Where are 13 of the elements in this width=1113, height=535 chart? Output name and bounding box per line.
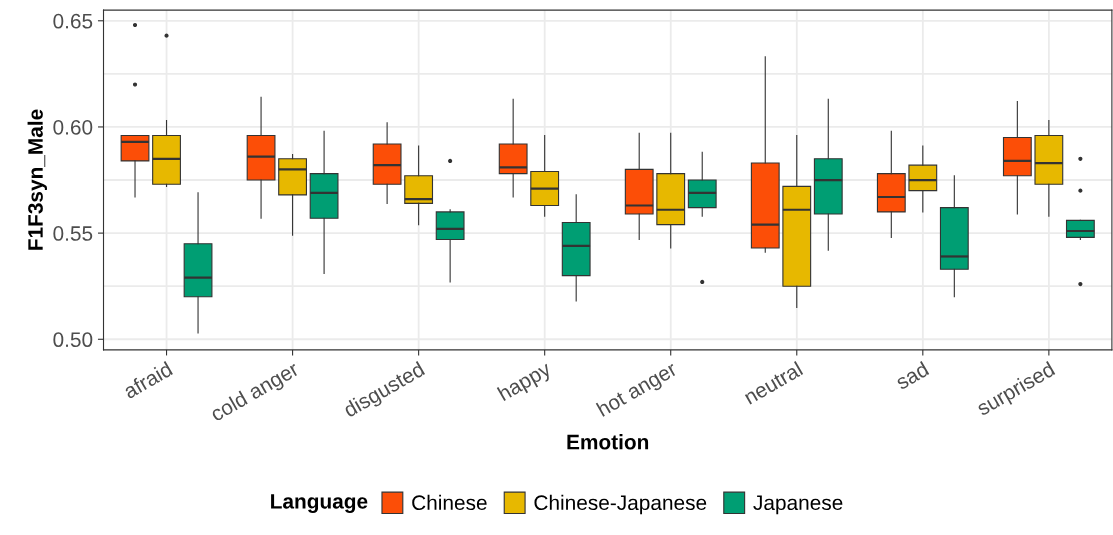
legend-title: Language bbox=[271, 494, 368, 513]
x-axis-title: Emotion bbox=[567, 434, 649, 450]
y-axis-title: F1F3syn_Male bbox=[27, 109, 47, 250]
x-tick-label: cold anger bbox=[209, 360, 302, 426]
y-tick-label: 0.60 bbox=[53, 119, 93, 135]
legend-label: Chinese bbox=[412, 494, 487, 511]
legend-label: Chinese-Japanese bbox=[534, 494, 707, 515]
y-tick-label: 0.50 bbox=[53, 332, 93, 348]
x-tick-label: sad bbox=[894, 360, 930, 391]
x-tick-label: hot anger bbox=[595, 360, 681, 421]
y-tick-label: 0.55 bbox=[53, 226, 93, 241]
y-tick-label: 0.65 bbox=[53, 13, 93, 29]
legend-label: Japanese bbox=[753, 495, 843, 515]
